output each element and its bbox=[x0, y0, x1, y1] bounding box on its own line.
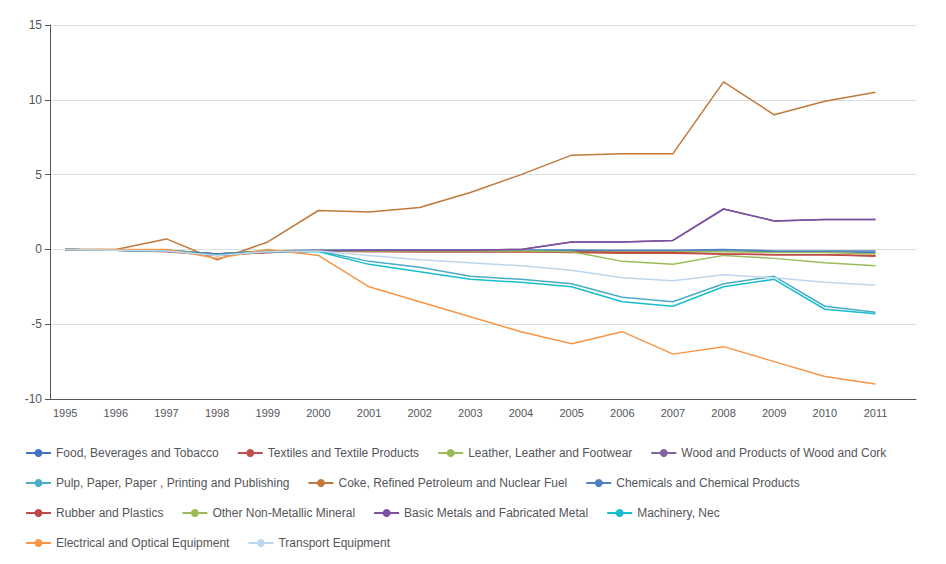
svg-text:Machinery, Nec: Machinery, Nec bbox=[637, 506, 719, 520]
svg-text:1997: 1997 bbox=[154, 407, 178, 419]
svg-text:2007: 2007 bbox=[661, 407, 685, 419]
svg-text:Wood and Products of Wood and: Wood and Products of Wood and Cork bbox=[681, 446, 887, 460]
svg-text:2010: 2010 bbox=[813, 407, 837, 419]
svg-text:Textiles and Textile Products: Textiles and Textile Products bbox=[268, 446, 419, 460]
svg-text:Other Non-Metallic Mineral: Other Non-Metallic Mineral bbox=[212, 506, 355, 520]
svg-text:Leather, Leather and Footwear: Leather, Leather and Footwear bbox=[468, 446, 632, 460]
svg-text:2009: 2009 bbox=[762, 407, 786, 419]
svg-text:Pulp, Paper, Paper , Printing: Pulp, Paper, Paper , Printing and Publis… bbox=[56, 476, 289, 490]
svg-text:-5: -5 bbox=[31, 317, 42, 331]
svg-text:Coke, Refined Petroleum and Nu: Coke, Refined Petroleum and Nuclear Fuel bbox=[338, 476, 567, 490]
svg-text:Rubber and Plastics: Rubber and Plastics bbox=[56, 506, 163, 520]
svg-text:1995: 1995 bbox=[53, 407, 77, 419]
svg-text:2000: 2000 bbox=[306, 407, 330, 419]
svg-text:Basic Metals and Fabricated Me: Basic Metals and Fabricated Metal bbox=[404, 506, 588, 520]
svg-text:2002: 2002 bbox=[407, 407, 431, 419]
svg-text:0: 0 bbox=[35, 242, 42, 256]
svg-text:2001: 2001 bbox=[357, 407, 381, 419]
svg-text:1996: 1996 bbox=[104, 407, 128, 419]
svg-text:Food, Beverages and Tobacco: Food, Beverages and Tobacco bbox=[56, 446, 219, 460]
svg-text:2011: 2011 bbox=[864, 407, 888, 419]
svg-text:1998: 1998 bbox=[205, 407, 229, 419]
svg-text:2004: 2004 bbox=[509, 407, 533, 419]
svg-text:Chemicals and Chemical Product: Chemicals and Chemical Products bbox=[616, 476, 799, 490]
svg-text:Electrical and Optical Equipme: Electrical and Optical Equipment bbox=[56, 536, 230, 550]
svg-text:5: 5 bbox=[35, 168, 42, 182]
svg-text:-10: -10 bbox=[25, 392, 43, 406]
svg-text:2006: 2006 bbox=[610, 407, 634, 419]
svg-text:1999: 1999 bbox=[256, 407, 280, 419]
svg-text:10: 10 bbox=[29, 93, 43, 107]
svg-text:Transport Equipment: Transport Equipment bbox=[278, 536, 390, 550]
svg-text:2005: 2005 bbox=[559, 407, 583, 419]
svg-text:15: 15 bbox=[29, 18, 43, 32]
svg-text:2003: 2003 bbox=[458, 407, 482, 419]
svg-text:2008: 2008 bbox=[711, 407, 735, 419]
